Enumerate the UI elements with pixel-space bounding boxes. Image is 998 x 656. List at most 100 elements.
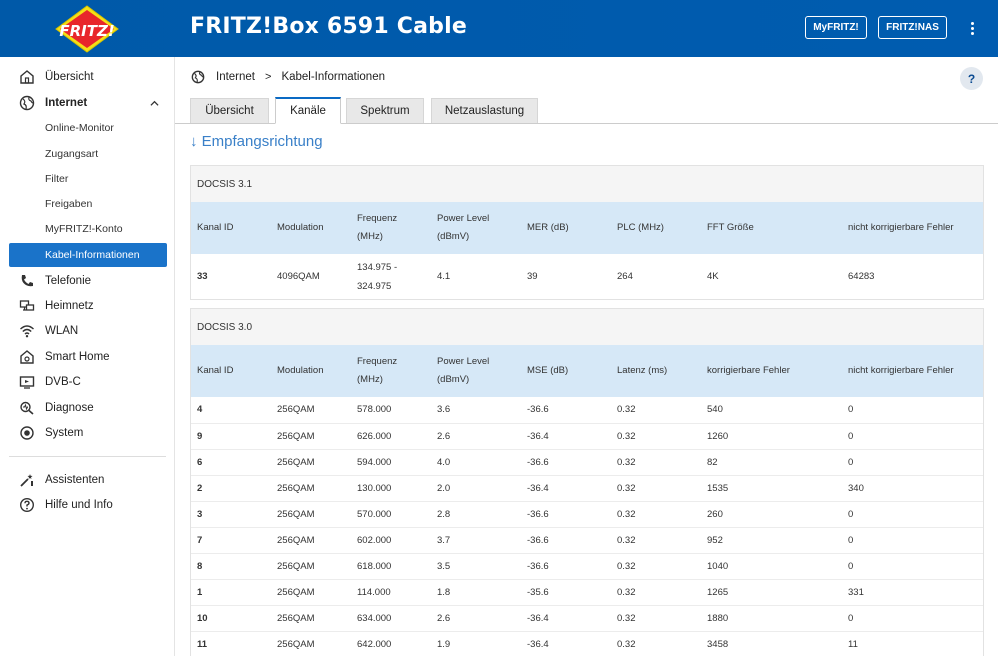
table-cell: 0 — [842, 449, 983, 476]
table-cell: 0.32 — [611, 579, 701, 606]
table-cell: 256QAM — [271, 501, 351, 528]
breadcrumb-root[interactable]: Internet — [216, 71, 255, 83]
table-cell: 130.000 — [351, 475, 431, 502]
breadcrumb-separator: > — [265, 71, 272, 83]
table-cell: 10 — [191, 605, 271, 632]
table-cell: 4.0 — [431, 449, 521, 476]
table-cell: 642.000 — [357, 638, 392, 650]
table-row: 11 256QAM 642.000 1.9 -36.4 0.32 3458 11 — [191, 631, 983, 656]
tab-kanaele[interactable]: Kanäle — [275, 97, 341, 124]
table-cell: 260 — [701, 501, 842, 528]
sidebar-item-dvb-c[interactable]: DVB-C — [0, 370, 175, 394]
docsis30-table: Kanal ID Modulation Frequenz (MHz) Power Le… — [191, 345, 983, 656]
sidebar-sub-filter[interactable]: Filter — [45, 173, 69, 185]
tab-netzauslastung[interactable]: Netzauslastung — [431, 98, 538, 123]
table-row: 8 256QAM 618.000 3.5 -36.6 0.32 1040 0 — [191, 553, 983, 580]
column-header: PLC (MHz) — [611, 202, 701, 254]
table-row: 1 256QAM 114.000 1.8 -35.6 0.32 1265 331 — [191, 579, 983, 606]
table-cell: 4K — [707, 271, 719, 282]
table-cell: 134.975 - 324.975 — [357, 261, 398, 292]
docsis31-panel: DOCSIS 3.1 Kanal ID Modulation Frequenz (M… — [190, 165, 984, 300]
sidebar-item-assistenten[interactable]: Assistenten — [0, 468, 175, 492]
globe-icon — [19, 95, 35, 111]
table-cell: 256QAM — [271, 579, 351, 606]
help-button[interactable]: ? — [960, 67, 983, 90]
table-cell: 0.32 — [611, 423, 701, 450]
table-row: 3 256QAM 570.000 2.8 -36.6 0.32 260 0 — [191, 501, 983, 528]
table-row: 33 4096QAM 134.975 - 324.975 4.1 39 264 4K 6428… — [191, 254, 983, 299]
table-row: 4 256QAM 578.000 3.6 -36.6 0.32 540 0 — [191, 397, 983, 424]
column-header: nicht korrigierbare Fehler — [842, 345, 983, 397]
breadcrumb: Internet > Kabel-Informationen — [191, 69, 385, 85]
table-cell: 952 — [701, 527, 842, 554]
column-header: Latenz (ms) — [611, 345, 701, 397]
table-cell: 256QAM — [271, 553, 351, 580]
docsis30-title: DOCSIS 3.0 — [191, 309, 983, 345]
fritz-logo[interactable]: FRITZ! — [52, 4, 122, 54]
table-row: 9 256QAM 626.000 2.6 -36.4 0.32 1260 0 — [191, 423, 983, 450]
tab-spektrum[interactable]: Spektrum — [346, 98, 424, 123]
sidebar-item-wlan[interactable]: WLAN — [0, 319, 175, 343]
more-menu-icon[interactable] — [965, 18, 979, 38]
table-cell: -36.6 — [521, 553, 611, 580]
table-cell: 2.8 — [431, 501, 521, 528]
sidebar-sub-myfritz-konto[interactable]: MyFRITZ!-Konto — [45, 223, 123, 235]
column-header: MER (dB) — [521, 202, 611, 254]
system-icon — [20, 426, 34, 440]
tab-uebersicht[interactable]: Übersicht — [190, 98, 269, 123]
table-cell: 0 — [842, 605, 983, 632]
table-cell: -35.6 — [521, 579, 611, 606]
table-cell: 2.6 — [431, 605, 521, 632]
sidebar-item-system[interactable]: System — [0, 421, 175, 445]
sidebar-item-smart-home[interactable]: Smart Home — [0, 345, 175, 369]
globe-icon — [191, 70, 205, 84]
table-cell: 4096QAM — [277, 271, 320, 282]
table-cell: 33 — [197, 271, 208, 282]
table-cell: 331 — [842, 579, 983, 606]
myfritz-button[interactable]: MyFRITZ! — [805, 16, 867, 39]
table-cell: 82 — [701, 449, 842, 476]
section-title-empfangsrichtung[interactable]: ↓ Empfangsrichtung — [190, 133, 323, 150]
smart-home-icon — [20, 350, 34, 364]
column-header: MSE (dB) — [521, 345, 611, 397]
table-cell: 2.6 — [431, 423, 521, 450]
table-cell: 0.32 — [611, 449, 701, 476]
network-icon — [19, 300, 35, 311]
sidebar-sub-online-monitor[interactable]: Online-Monitor — [45, 122, 114, 134]
table-cell: 64283 — [848, 271, 875, 282]
table-cell: 3.7 — [431, 527, 521, 554]
table-cell: 0.32 — [611, 475, 701, 502]
table-cell: 0.32 — [611, 553, 701, 580]
table-cell: 0.32 — [611, 397, 701, 424]
table-cell: 1040 — [701, 553, 842, 580]
table-cell: 256QAM — [271, 423, 351, 450]
table-cell: 3 — [191, 501, 271, 528]
sidebar-sub-kabel-informationen[interactable]: Kabel-Informationen — [9, 243, 167, 267]
table-cell: 11 — [197, 638, 208, 650]
sidebar-item-uebersicht[interactable]: Übersicht — [0, 65, 175, 89]
sidebar-item-telefonie[interactable]: Telefonie — [0, 269, 175, 293]
sidebar-item-hilfe-und-info[interactable]: Hilfe und Info — [0, 493, 175, 517]
table-cell: 6 — [191, 449, 271, 476]
fritz-nas-button[interactable]: FRITZ!NAS — [878, 16, 947, 39]
table-cell: 1 — [191, 579, 271, 606]
table-cell: 0 — [842, 423, 983, 450]
table-cell: -36.6 — [521, 501, 611, 528]
table-cell: 1260 — [701, 423, 842, 450]
sidebar-item-internet[interactable]: Internet — [0, 91, 175, 115]
sidebar-sub-zugangsart[interactable]: Zugangsart — [45, 148, 99, 160]
table-row: 7 256QAM 602.000 3.7 -36.6 0.32 952 0 — [191, 527, 983, 554]
table-cell: -36.6 — [521, 449, 611, 476]
sidebar-item-diagnose[interactable]: Diagnose — [0, 396, 175, 420]
table-cell: 578.000 — [351, 397, 431, 424]
breadcrumb-current: Kabel-Informationen — [281, 71, 385, 83]
table-cell: 0.32 — [611, 501, 701, 528]
sidebar-item-heimnetz[interactable]: Heimnetz — [0, 294, 175, 318]
table-cell: -36.4 — [521, 423, 611, 450]
diagnose-icon — [20, 401, 34, 415]
column-header: FFT Größe — [701, 202, 842, 254]
table-cell: 340 — [842, 475, 983, 502]
sidebar-sub-freigaben[interactable]: Freigaben — [45, 198, 93, 210]
chevron-up-icon[interactable] — [150, 99, 159, 108]
table-cell: 256QAM — [271, 475, 351, 502]
